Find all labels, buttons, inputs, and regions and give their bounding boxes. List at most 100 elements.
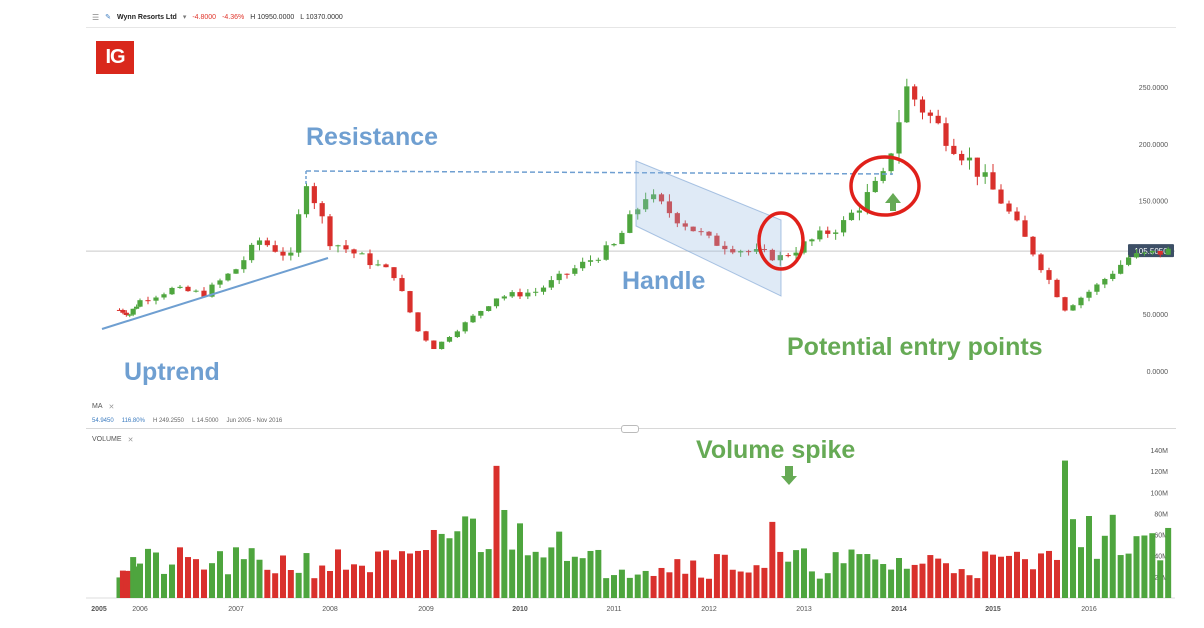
volume-bar	[217, 551, 223, 598]
volume-bar	[272, 573, 279, 598]
close-icon[interactable]: ✕	[108, 404, 115, 411]
candle-body	[415, 312, 421, 332]
volume-bar	[303, 553, 310, 598]
volume-bar	[729, 569, 736, 598]
x-tick-label: 2005	[91, 606, 107, 613]
volume-bar	[137, 563, 143, 598]
volume-bar	[532, 551, 539, 598]
volume-bar	[335, 549, 341, 598]
volume-bar	[1078, 547, 1084, 598]
volume-bar	[618, 569, 625, 598]
ma-value: 54.9450	[92, 418, 114, 424]
candle-body	[1102, 278, 1108, 285]
volume-bar	[264, 569, 271, 598]
volume-bar	[1149, 533, 1156, 598]
menu-icon[interactable]: ☰	[92, 12, 100, 22]
candle-body	[217, 280, 223, 285]
candle-body	[658, 194, 665, 202]
volume-bar	[169, 564, 175, 598]
x-tick-label: 2010	[512, 606, 528, 613]
candle-body	[120, 309, 126, 313]
ma-indicator-label: MA ✕	[92, 403, 114, 411]
volume-bar	[626, 577, 633, 598]
candle-body	[564, 273, 570, 275]
volume-bar	[367, 572, 373, 598]
volume-bar	[501, 509, 508, 598]
volume-bar	[123, 570, 130, 598]
candle-body	[974, 157, 980, 177]
volume-bar	[1054, 559, 1060, 598]
x-tick-label: 2009	[418, 606, 434, 613]
volume-bar	[454, 531, 461, 598]
candle-body	[423, 331, 429, 341]
candle-body	[446, 337, 453, 342]
y-tick-label: 50.0000	[1143, 312, 1168, 319]
volume-bar	[1006, 555, 1012, 598]
volume-bar	[359, 565, 365, 598]
volume-bar	[240, 559, 247, 598]
volume-bar	[579, 558, 586, 598]
candle-body	[335, 245, 341, 247]
x-tick-label: 2016	[1081, 606, 1097, 613]
volume-bar	[391, 559, 397, 598]
volume-y-tick: 100M	[1150, 490, 1168, 497]
ma-high: H 249.2550	[152, 418, 184, 424]
ma-low: L 14.5000	[191, 418, 219, 424]
volume-bar	[1093, 558, 1100, 598]
volume-bar	[571, 556, 578, 598]
volume-bar	[682, 573, 689, 598]
entry-circle-2	[849, 155, 921, 217]
candle-body	[193, 290, 199, 292]
candle-body	[1078, 297, 1084, 306]
candle-body	[635, 209, 641, 215]
candle-body	[359, 253, 365, 255]
volume-bar	[974, 578, 981, 598]
candle-body	[580, 261, 586, 269]
candle-body	[517, 292, 523, 297]
chevron-down-icon[interactable]: ▾	[182, 14, 187, 21]
y-tick-label: 200.0000	[1139, 142, 1168, 149]
x-tick-label: 2011	[606, 606, 621, 613]
pane-resize-handle[interactable]	[621, 425, 639, 433]
candle-body	[603, 245, 609, 260]
candle-body	[127, 314, 133, 316]
candle-body	[706, 231, 712, 236]
volume-bar	[233, 547, 239, 598]
instrument-name[interactable]: Wynn Resorts Ltd	[117, 13, 177, 21]
candle-body	[769, 249, 775, 261]
volume-bar	[706, 578, 712, 598]
candle-body	[982, 172, 988, 177]
volume-bar	[248, 548, 255, 598]
candle-body	[351, 249, 357, 254]
candle-body	[927, 112, 933, 116]
candle-body	[745, 251, 752, 253]
candle-body	[1118, 264, 1124, 274]
candle-body	[264, 240, 270, 246]
candle-body	[256, 240, 263, 245]
volume-bar	[209, 563, 215, 598]
x-tick-label: 2006	[132, 606, 148, 613]
candle-body	[343, 245, 349, 250]
candle-body	[1062, 297, 1068, 311]
candle-body	[627, 214, 633, 233]
candle-body	[185, 286, 191, 292]
volume-bar	[761, 567, 768, 598]
close-icon[interactable]: ✕	[127, 437, 134, 444]
volume-bar	[935, 558, 942, 598]
volume-bar	[343, 569, 349, 598]
edit-icon[interactable]: ✎	[105, 14, 112, 21]
price-change: -4.8000	[192, 13, 217, 21]
volume-y-tick: 120M	[1150, 469, 1168, 476]
volume-bar	[311, 578, 318, 598]
candle-body	[201, 290, 207, 297]
candle-body	[966, 157, 973, 161]
candle-body	[1133, 253, 1140, 258]
volume-bar	[1014, 551, 1020, 598]
candle-body	[1054, 279, 1060, 298]
candle-body	[1070, 305, 1076, 311]
candle-body	[690, 226, 696, 232]
volume-bar	[556, 531, 563, 598]
volume-bar	[438, 533, 445, 598]
volume-bar	[808, 571, 815, 598]
x-tick-label: 2015	[985, 606, 1001, 613]
